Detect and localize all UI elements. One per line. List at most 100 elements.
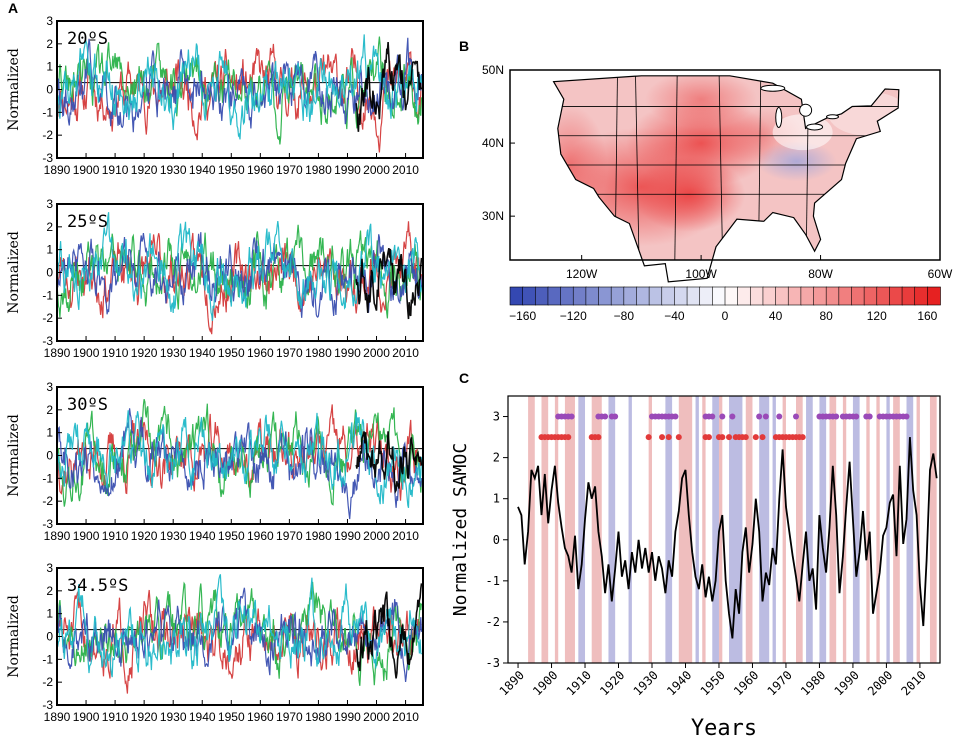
- x-tick-label: 2000: [363, 163, 390, 177]
- y-tick-label: 3: [46, 380, 53, 394]
- x-tick-label: 1990: [832, 668, 862, 698]
- x-tick-label: 1890: [44, 346, 71, 360]
- y-tick-label: -1: [42, 288, 53, 302]
- x-tick-label: 1920: [131, 163, 158, 177]
- red-dot: [645, 434, 652, 441]
- x-tick-label: 2000: [363, 710, 390, 724]
- purple-dot: [719, 413, 726, 420]
- red-dot: [565, 434, 572, 441]
- red-dot: [759, 434, 766, 441]
- y-tick-label: -1: [42, 652, 53, 666]
- x-tick-label: 1910: [102, 163, 129, 177]
- x-tick-label: 1930: [160, 710, 187, 724]
- subplot-latitude-label: 20ºS: [67, 29, 108, 49]
- series-line-4: [56, 410, 423, 509]
- red-band: [564, 396, 575, 663]
- x-tick-label: 1890: [44, 163, 71, 177]
- red-band: [782, 396, 786, 663]
- purple-dot: [903, 413, 910, 420]
- purple-dot: [866, 413, 873, 420]
- y-tick-label: -2: [42, 128, 53, 142]
- map-frame: [509, 69, 941, 261]
- y-tick-label: 1: [493, 492, 500, 506]
- x-tick-label: 1990: [334, 346, 361, 360]
- subplot-latitude-label: 25ºS: [67, 212, 108, 232]
- red-band: [866, 396, 870, 663]
- panel-label-a: A: [8, 0, 19, 16]
- blue-band: [772, 396, 776, 663]
- x-tick-label: 1940: [189, 710, 216, 724]
- purple-dot: [853, 413, 860, 420]
- red-dot: [742, 434, 749, 441]
- y-tick-label: 1: [46, 60, 53, 74]
- y-axis-label: Normalized: [6, 414, 22, 497]
- x-tick-label: 1890: [44, 529, 71, 543]
- x-tick-label: 1900: [73, 346, 100, 360]
- y-tick-label: 0: [46, 83, 53, 97]
- red-dot: [659, 434, 666, 441]
- blue-band: [729, 396, 743, 663]
- x-tick-label: 1970: [276, 710, 303, 724]
- x-tick-label: 1970: [276, 346, 303, 360]
- y-tick-label: 2: [46, 403, 53, 417]
- x-tick-label: 1910: [564, 668, 594, 698]
- y-tick-label: -3: [42, 151, 53, 165]
- colorbar-tick-label: −120: [560, 309, 587, 323]
- x-tick-label: 1890: [497, 668, 527, 698]
- x-tick-label: 1990: [334, 529, 361, 543]
- y-tick-label: -3: [42, 517, 53, 531]
- y-tick-label: -2: [42, 311, 53, 325]
- red-band: [678, 396, 693, 663]
- red-band: [929, 396, 937, 663]
- x-tick-label: 1950: [698, 668, 728, 698]
- lon-tick-label: 80W: [808, 267, 833, 281]
- x-tick-label: 1980: [305, 529, 332, 543]
- colorbar-tick-label: 0: [722, 309, 729, 323]
- samoc-line: [517, 437, 938, 639]
- x-tick-label: 1940: [189, 529, 216, 543]
- panel-label-b: B: [459, 38, 470, 54]
- red-dot: [665, 434, 672, 441]
- x-tick-label: 1990: [334, 710, 361, 724]
- x-tick-label: 1890: [44, 710, 71, 724]
- x-tick-label: 2000: [865, 668, 895, 698]
- lon-tick-label: 100W: [685, 267, 717, 281]
- y-tick-label: -2: [486, 615, 500, 629]
- x-tick-label: 1910: [102, 346, 129, 360]
- y-tick-label: -3: [486, 656, 500, 670]
- y-tick-label: 2: [46, 37, 53, 51]
- x-tick-label: 2000: [363, 346, 390, 360]
- y-tick-label: 1: [46, 243, 53, 257]
- blue-band: [608, 396, 616, 663]
- x-tick-label: 1910: [102, 529, 129, 543]
- purple-dot: [709, 413, 716, 420]
- x-tick-label: 1960: [247, 710, 274, 724]
- lat-tick-label: 50N: [482, 63, 504, 77]
- x-tick-label: 2010: [392, 529, 419, 543]
- y-tick-label: 1: [46, 426, 53, 440]
- x-tick-label: 2010: [898, 668, 928, 698]
- red-band: [796, 396, 803, 663]
- blue-band: [886, 396, 890, 663]
- purple-dot: [612, 413, 619, 420]
- x-tick-label: 1930: [160, 346, 187, 360]
- x-tick-label: 1950: [218, 346, 245, 360]
- red-band: [554, 396, 559, 663]
- red-band: [591, 396, 602, 663]
- y-axis-label: Normalized: [6, 48, 22, 131]
- red-band: [829, 396, 837, 663]
- blue-band: [695, 396, 699, 663]
- lat-tick-label: 40N: [482, 136, 504, 150]
- red-band: [745, 396, 753, 663]
- y-tick-label: 3: [46, 561, 53, 575]
- x-tick-label: 1960: [247, 346, 274, 360]
- lon-tick-label: 120W: [566, 267, 598, 281]
- x-tick-label: 1970: [276, 163, 303, 177]
- y-tick-label: 1: [46, 607, 53, 621]
- red-dot: [719, 434, 726, 441]
- red-dot: [799, 434, 806, 441]
- blue-band: [665, 396, 673, 663]
- x-tick-label: 1960: [247, 163, 274, 177]
- red-band: [702, 396, 706, 663]
